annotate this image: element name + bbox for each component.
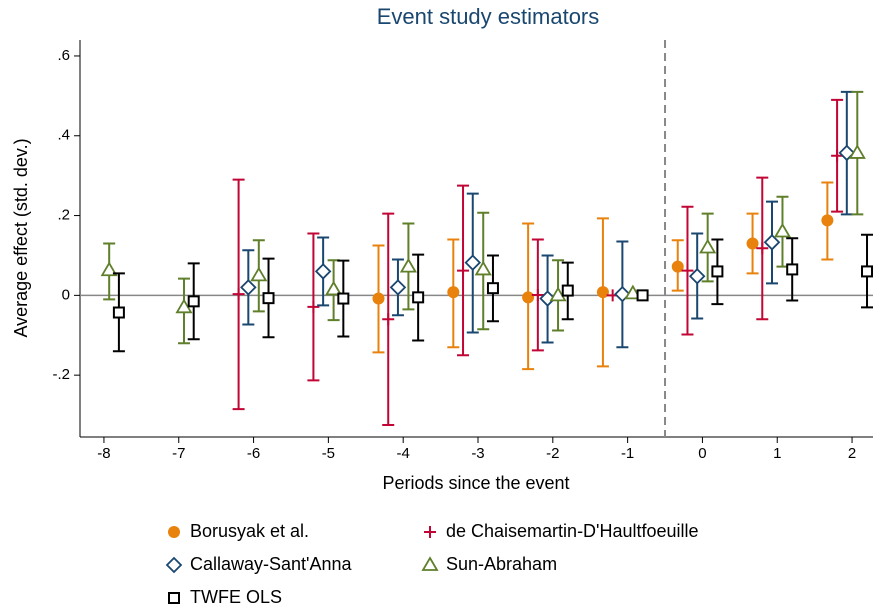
point: [773, 222, 792, 238]
point: [549, 286, 567, 302]
x-tick-label: 1: [773, 445, 781, 462]
point: [671, 260, 684, 273]
x-tick-label: -6: [247, 445, 260, 462]
point: [464, 254, 482, 271]
point: [325, 280, 343, 296]
point: [786, 263, 799, 276]
point: [821, 214, 834, 227]
point: [848, 144, 866, 159]
point: [699, 238, 717, 254]
point: [399, 257, 417, 273]
point: [522, 291, 535, 304]
point: [831, 149, 844, 162]
legend-label: de Chaisemartin-D'Haultfoeuille: [446, 521, 699, 541]
x-axis-title: Periods since the event: [382, 473, 569, 493]
y-tick-label: -.2: [52, 366, 70, 383]
point: [474, 260, 492, 276]
legend-marker: [168, 526, 180, 538]
point: [746, 237, 759, 250]
x-tick-label: -4: [397, 445, 410, 462]
point: [389, 279, 407, 296]
point: [614, 285, 631, 303]
point: [232, 288, 245, 301]
point: [531, 288, 544, 301]
y-tick-label: 0: [62, 286, 70, 303]
point: [382, 313, 395, 326]
point: [314, 263, 332, 280]
x-tick-label: -1: [621, 445, 634, 462]
point: [112, 306, 125, 319]
point: [307, 300, 320, 313]
x-tick-label: -3: [471, 445, 484, 462]
point: [756, 242, 769, 255]
point: [372, 292, 385, 305]
x-tick-label: -7: [172, 445, 185, 462]
point: [240, 279, 257, 296]
x-tick-label: 2: [848, 445, 856, 462]
point: [486, 282, 499, 295]
legend-label: Sun-Abraham: [446, 554, 557, 574]
chart-title: Event study estimators: [377, 4, 600, 29]
legend-label: TWFE OLS: [190, 587, 282, 607]
x-tick-label: -8: [97, 445, 110, 462]
point: [539, 290, 556, 307]
point: [187, 295, 200, 308]
legend-label: Callaway-Sant'Anna: [190, 554, 353, 574]
point: [100, 261, 118, 277]
x-tick-label: 0: [698, 445, 706, 462]
y-tick-label: .2: [57, 207, 70, 224]
point: [250, 266, 268, 282]
y-tick-label: .6: [57, 47, 70, 64]
legend-marker: [168, 592, 180, 604]
point: [457, 264, 470, 277]
point: [681, 264, 694, 277]
point: [337, 292, 350, 305]
point: [624, 284, 642, 300]
legend-marker: [421, 556, 439, 571]
x-tick-label: -2: [546, 445, 559, 462]
x-tick-label: -5: [322, 445, 335, 462]
point: [447, 286, 460, 299]
legend-marker: [424, 526, 436, 538]
point: [861, 265, 874, 278]
point: [175, 298, 193, 314]
point: [561, 284, 574, 297]
y-tick-label: .4: [57, 127, 70, 144]
y-axis-title: Average effect (std. dev.): [11, 138, 31, 337]
point: [262, 292, 275, 305]
point: [711, 265, 724, 278]
point: [412, 291, 425, 304]
point: [636, 289, 649, 302]
point: [596, 286, 609, 299]
legend-marker: [165, 556, 183, 574]
point: [688, 267, 706, 285]
legend-label: Borusyak et al.: [190, 521, 309, 541]
point: [763, 234, 781, 251]
point: [838, 144, 856, 162]
